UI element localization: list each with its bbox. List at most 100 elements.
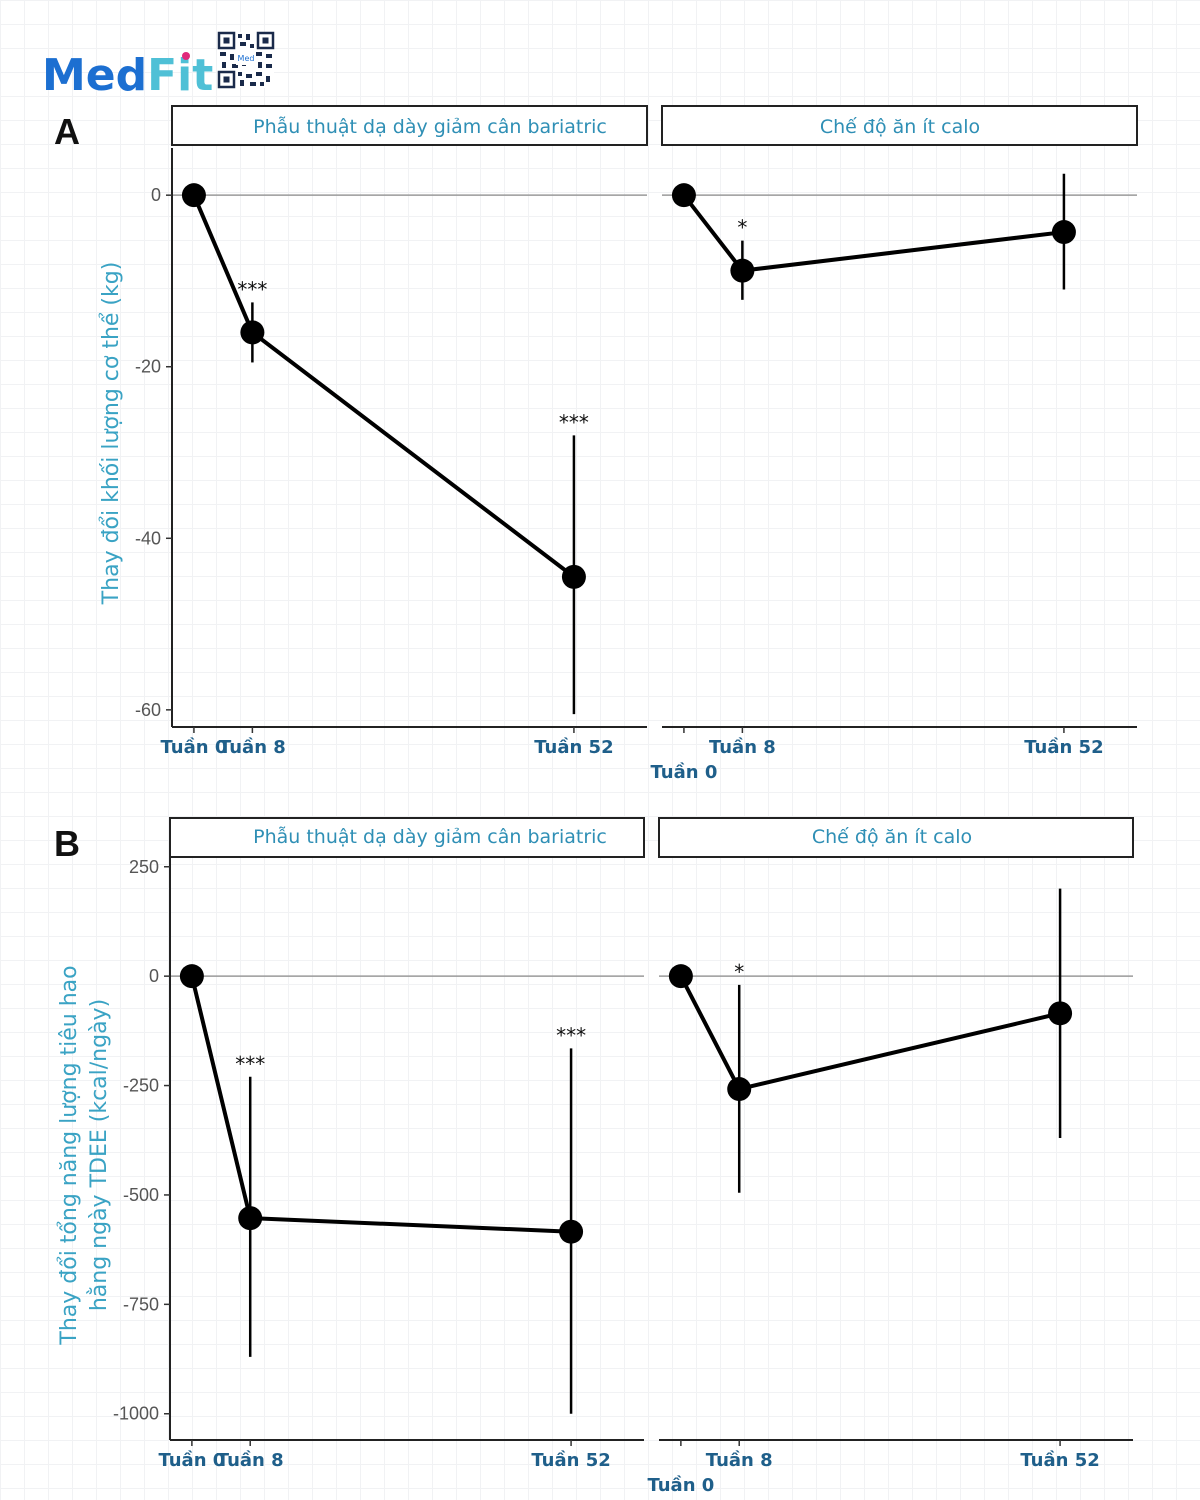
- facet-strip-b-low-calorie: [658, 817, 1134, 858]
- y-tick-label-2-b: -250: [123, 1076, 159, 1096]
- data-point-1-b-bariatric: ***: [235, 1052, 265, 1357]
- facet-b-low-calorie: Chế độ ăn ít calo Tuần 0 Tuần 8 Tuần 52: [647, 817, 1134, 1496]
- data-point-2-b-low-calorie: [1048, 888, 1073, 1139]
- x-tick-label-0-a-low-calorie: Tuần 0: [650, 762, 717, 783]
- x-tick-label-1-b-bariatric: Tuần 8: [217, 1450, 284, 1471]
- sig-label-1-b-bariatric: ***: [235, 1052, 265, 1076]
- data-point-0-b-low-calorie: [668, 964, 693, 989]
- facet-title-b-low-calorie: Chế độ ăn ít calo: [812, 826, 972, 848]
- series-line-a-bariatric: [192, 194, 576, 579]
- y-tick-1-b: 0: [149, 966, 170, 986]
- x-tick-0-a-bariatric: Tuần 0: [160, 727, 227, 758]
- y-tick-4-b: -750: [123, 1294, 170, 1314]
- x-tick-2-b-low-calorie: Tuần 52: [1020, 1440, 1100, 1471]
- x-tick-label-2-b-low-calorie: Tuần 52: [1020, 1450, 1099, 1471]
- facet-strip-a-low-calorie: [661, 105, 1138, 146]
- point-marker-1-b-low-calorie: [727, 1077, 752, 1102]
- point-marker-2-a-low-calorie: [1051, 220, 1076, 245]
- facet-a-bariatric: Phẫu thuật dạ dày giảm cân bariatric 0 -…: [135, 105, 648, 758]
- data-point-2-b-bariatric: ***: [556, 1023, 586, 1414]
- facet-strip-b-bariatric: [169, 817, 645, 858]
- point-marker-0-a-bariatric: [181, 183, 206, 208]
- x-tick-label-0-b-bariatric: Tuần 0: [158, 1450, 225, 1471]
- facet-title-b-bariatric: Phẫu thuật dạ dày giảm cân bariatric: [253, 825, 607, 848]
- x-tick-2-a-low-calorie: Tuần 52: [1024, 727, 1104, 758]
- facet-b-bariatric: Phẫu thuật dạ dày giảm cân bariatric 250…: [113, 817, 645, 1471]
- point-marker-0-b-low-calorie: [668, 964, 693, 989]
- y-tick-label-3-a: -60: [135, 700, 161, 720]
- data-point-0-b-bariatric: [179, 964, 204, 989]
- facet-strip-a-bariatric: [171, 105, 648, 146]
- y-tick-label-4-b: -750: [123, 1294, 159, 1314]
- x-tick-0-b-low-calorie: Tuần 0: [647, 1440, 714, 1496]
- x-tick-label-0-b-low-calorie: Tuần 0: [647, 1475, 714, 1496]
- facet-a-low-calorie: Chế độ ăn ít calo Tuần 0 Tuần 8 Tuần 52: [650, 105, 1138, 783]
- facet-title-a-low-calorie: Chế độ ăn ít calo: [820, 116, 980, 138]
- x-tick-label-0-a-bariatric: Tuần 0: [160, 737, 227, 758]
- x-tick-1-b-low-calorie: Tuần 8: [706, 1440, 773, 1471]
- x-tick-1-b-bariatric: Tuần 8: [217, 1440, 284, 1471]
- x-tick-label-1-b-low-calorie: Tuần 8: [706, 1450, 773, 1471]
- facet-title-a-bariatric: Phẫu thuật dạ dày giảm cân bariatric: [253, 115, 607, 138]
- point-marker-1-a-low-calorie: [730, 258, 755, 283]
- y-tick-0-a: 0: [151, 185, 172, 205]
- svg-text:Med: Med: [238, 54, 255, 63]
- y-tick-label-3-b: -500: [123, 1185, 159, 1205]
- y-axis-label-a: Thay đổi khối lượng cơ thể (kg): [99, 262, 124, 606]
- panel-a: A Thay đổi khối lượng cơ thể (kg) Phẫu t…: [54, 105, 1138, 783]
- logo-med: Med: [42, 50, 147, 101]
- point-marker-2-b-low-calorie: [1048, 1001, 1073, 1026]
- panel-b: B Thay đổi tổng năng lượng tiêu hao hằng…: [54, 817, 1134, 1496]
- x-tick-label-2-a-low-calorie: Tuần 52: [1024, 737, 1103, 758]
- data-point-2-a-bariatric: ***: [559, 410, 589, 715]
- y-tick-label-0-b: 250: [129, 857, 159, 877]
- y-tick-label-1-b: 0: [149, 966, 159, 986]
- y-tick-5-b: -1000: [113, 1404, 170, 1424]
- y-axis-label-b-line-2: hằng ngày TDEE (kcal/ngày): [87, 999, 112, 1311]
- point-marker-2-b-bariatric: [559, 1219, 584, 1244]
- sig-label-1-a-low-calorie: *: [737, 216, 747, 240]
- point-marker-1-a-bariatric: [240, 320, 265, 345]
- point-marker-0-a-low-calorie: [671, 183, 696, 208]
- y-tick-1-a: -20: [135, 357, 172, 377]
- y-tick-label-5-b: -1000: [113, 1404, 159, 1424]
- logo-fit: Fit: [147, 50, 213, 101]
- sig-label-1-a-bariatric: ***: [237, 277, 267, 301]
- point-marker-0-b-bariatric: [179, 964, 204, 989]
- x-tick-1-a-bariatric: Tuần 8: [219, 727, 286, 758]
- data-point-1-a-low-calorie: *: [730, 216, 755, 300]
- panel-letter-b: B: [54, 823, 80, 864]
- data-point-1-a-bariatric: ***: [237, 277, 267, 363]
- x-tick-2-b-bariatric: Tuần 52: [531, 1440, 611, 1471]
- qr-code-icon: Med: [217, 31, 275, 89]
- svg-text:MedFit: MedFit: [42, 50, 213, 101]
- sig-label-2-b-bariatric: ***: [556, 1023, 586, 1047]
- data-point-1-b-low-calorie: *: [727, 960, 752, 1193]
- x-tick-label-1-a-low-calorie: Tuần 8: [709, 737, 776, 758]
- data-point-0-a-bariatric: [181, 183, 206, 208]
- medfit-logo: MedFit: [42, 50, 213, 101]
- y-tick-0-b: 250: [129, 857, 170, 877]
- point-marker-2-a-bariatric: [561, 564, 586, 589]
- point-marker-1-b-bariatric: [238, 1206, 263, 1231]
- y-tick-3-b: -500: [123, 1185, 170, 1205]
- y-tick-label-2-a: -40: [135, 528, 161, 548]
- x-tick-label-1-a-bariatric: Tuần 8: [219, 737, 286, 758]
- y-axis-label-b-line-1: Thay đổi tổng năng lượng tiêu hao: [57, 965, 82, 1345]
- sig-label-2-a-bariatric: ***: [559, 410, 589, 434]
- logo-accent-dot: [182, 52, 190, 60]
- y-tick-2-a: -40: [135, 528, 172, 548]
- y-tick-2-b: -250: [123, 1076, 170, 1096]
- x-tick-1-a-low-calorie: Tuần 8: [709, 727, 776, 758]
- x-tick-label-2-a-bariatric: Tuần 52: [534, 737, 613, 758]
- x-tick-label-2-b-bariatric: Tuần 52: [531, 1450, 610, 1471]
- sig-label-1-b-low-calorie: *: [734, 960, 744, 984]
- y-tick-3-a: -60: [135, 700, 172, 720]
- panel-letter-a: A: [54, 111, 80, 152]
- data-point-2-a-low-calorie: [1051, 173, 1076, 290]
- y-tick-label-1-a: -20: [135, 357, 161, 377]
- series-line-b-bariatric: [189, 975, 572, 1234]
- x-tick-0-b-bariatric: Tuần 0: [158, 1440, 225, 1471]
- x-tick-0-a-low-calorie: Tuần 0: [650, 727, 717, 783]
